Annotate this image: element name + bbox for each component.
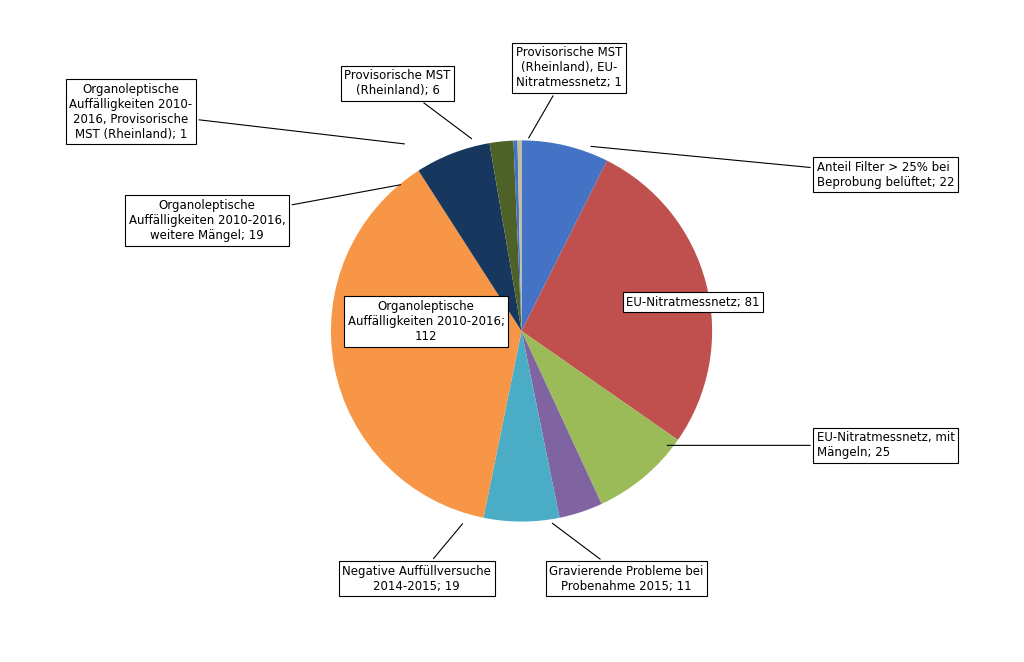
Text: Organoleptische
Auffälligkeiten 2010-
2016, Provisorische
MST (Rheinland); 1: Organoleptische Auffälligkeiten 2010- 20… xyxy=(70,83,404,144)
Text: Provisorische MST
(Rheinland), EU-
Nitratmessnetz; 1: Provisorische MST (Rheinland), EU- Nitra… xyxy=(516,46,623,138)
Text: Provisorische MST
(Rheinland); 6: Provisorische MST (Rheinland); 6 xyxy=(344,70,472,139)
Text: Gravierende Probleme bei
Probenahme 2015; 11: Gravierende Probleme bei Probenahme 2015… xyxy=(549,523,703,592)
Text: Anteil Filter > 25% bei
Beprobung belüftet; 22: Anteil Filter > 25% bei Beprobung belüft… xyxy=(591,146,954,189)
Wedge shape xyxy=(331,171,521,518)
Text: EU-Nitratmessnetz, mit
Mängeln; 25: EU-Nitratmessnetz, mit Mängeln; 25 xyxy=(668,432,955,459)
Wedge shape xyxy=(419,143,521,331)
Text: Organoleptische
Auffälligkeiten 2010-2016;
112: Organoleptische Auffälligkeiten 2010-201… xyxy=(348,300,505,343)
Wedge shape xyxy=(521,140,607,331)
Wedge shape xyxy=(489,140,521,331)
Text: EU-Nitratmessnetz; 81: EU-Nitratmessnetz; 81 xyxy=(627,296,760,309)
Text: Organoleptische
Auffälligkeiten 2010-2016,
weitere Mängel; 19: Organoleptische Auffälligkeiten 2010-201… xyxy=(129,185,400,242)
Wedge shape xyxy=(521,331,678,504)
Wedge shape xyxy=(521,161,712,440)
Wedge shape xyxy=(521,331,602,518)
Text: Negative Auffüllversuche
2014-2015; 19: Negative Auffüllversuche 2014-2015; 19 xyxy=(342,524,492,592)
Wedge shape xyxy=(483,331,559,522)
Wedge shape xyxy=(513,140,521,331)
Wedge shape xyxy=(517,140,521,331)
